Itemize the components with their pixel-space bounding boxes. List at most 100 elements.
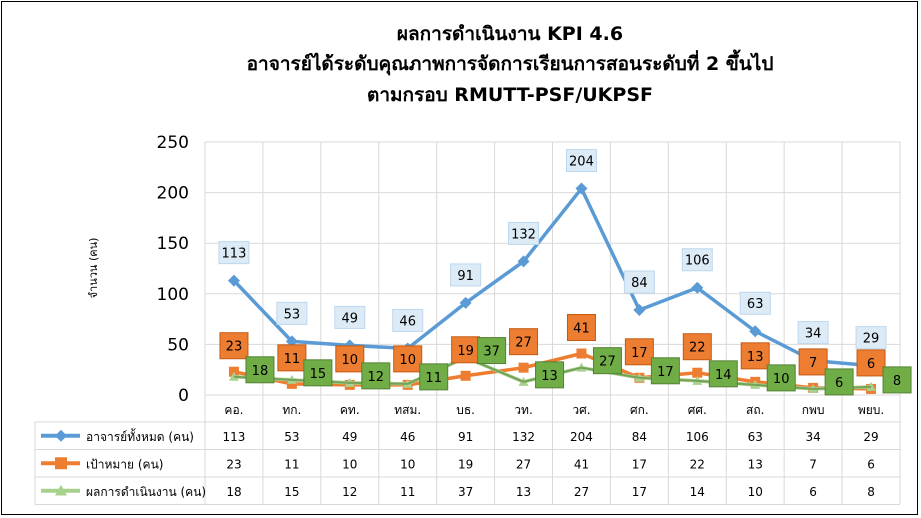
data-point xyxy=(576,348,587,359)
table-cell: 10 xyxy=(748,485,763,499)
data-label-result-box xyxy=(477,337,507,365)
data-label-target-box xyxy=(682,333,712,361)
table-cell: 41 xyxy=(574,457,589,471)
data-point xyxy=(691,281,704,294)
legend-marker xyxy=(55,484,67,496)
y-tick-label: 150 xyxy=(157,234,189,254)
data-point xyxy=(460,370,471,381)
data-label-result-box xyxy=(303,359,333,387)
table-cell: 13 xyxy=(516,485,531,499)
data-label-total: 106 xyxy=(685,254,710,269)
table-cell: 17 xyxy=(632,485,647,499)
data-label-total-box xyxy=(508,221,540,245)
data-label-result: 17 xyxy=(657,365,674,380)
data-label-target: 7 xyxy=(809,356,817,371)
data-label-target: 10 xyxy=(399,353,416,368)
x-tick-label: พยบ. xyxy=(858,403,884,417)
data-label-result: 8 xyxy=(893,374,901,389)
data-label-total-box xyxy=(276,301,308,325)
x-tick-label: ทก. xyxy=(282,403,301,417)
table-cell: 11 xyxy=(284,457,299,471)
x-tick-label: บธ. xyxy=(456,403,475,417)
data-label-target-box xyxy=(393,345,423,373)
chart-title-line-3: ตามกรอบ RMUTT-PSF/UKPSF xyxy=(367,84,653,106)
table-cell: 37 xyxy=(458,485,473,499)
table-cell: 91 xyxy=(458,430,473,444)
data-label-result-box xyxy=(650,357,680,385)
legend-marker xyxy=(55,429,67,442)
data-label-total-box xyxy=(218,241,250,265)
data-label-result-box xyxy=(535,361,565,389)
x-tick-label: คท. xyxy=(340,403,360,417)
series-line xyxy=(233,351,872,391)
data-label-result-box xyxy=(361,362,391,390)
data-label-total: 49 xyxy=(342,311,359,326)
data-point xyxy=(228,371,239,381)
data-label-target-box xyxy=(566,314,596,342)
data-label-result-box xyxy=(245,356,275,384)
data-label-result-box xyxy=(824,368,854,396)
table-cell: 17 xyxy=(632,457,647,471)
data-label-result-box xyxy=(592,347,622,375)
x-tick-label: ศศ. xyxy=(688,403,707,417)
data-label-total: 63 xyxy=(747,297,764,312)
legend-label: เป้าหมาย (คน) xyxy=(86,457,163,471)
data-point xyxy=(459,296,472,309)
data-label-result-box xyxy=(708,360,738,388)
table-cell: 49 xyxy=(342,430,357,444)
table-cell: 132 xyxy=(512,430,535,444)
data-point xyxy=(227,274,240,287)
data-label-total-box xyxy=(450,263,482,287)
data-label-target: 11 xyxy=(284,352,301,367)
data-label-target: 22 xyxy=(689,341,706,356)
data-label-total: 132 xyxy=(511,227,536,242)
data-label-result: 10 xyxy=(773,372,790,387)
data-label-target: 6 xyxy=(867,357,875,372)
table-cell: 34 xyxy=(805,430,820,444)
data-label-target-box xyxy=(277,344,307,372)
data-label-target-box xyxy=(509,328,539,356)
data-label-total: 91 xyxy=(457,269,474,284)
data-label-total: 84 xyxy=(631,276,648,291)
data-label-total: 46 xyxy=(399,314,416,329)
legend-label: อาจารย์ทั้งหมด (คน) xyxy=(86,428,194,444)
data-label-total-box xyxy=(392,308,424,332)
table-cell: 11 xyxy=(400,485,415,499)
table-cell: 106 xyxy=(686,430,709,444)
data-label-target: 10 xyxy=(342,353,359,368)
table-cell: 15 xyxy=(284,485,299,499)
table-cell: 53 xyxy=(284,430,299,444)
data-point xyxy=(286,378,297,389)
table-cell: 8 xyxy=(867,485,875,499)
table-cell: 19 xyxy=(458,457,473,471)
table-cell: 18 xyxy=(226,485,241,499)
y-tick-label: 50 xyxy=(167,335,189,355)
data-label-total-box xyxy=(334,305,366,329)
data-label-result: 37 xyxy=(483,345,500,360)
legend-marker xyxy=(55,457,67,470)
data-label-target-box xyxy=(740,342,770,370)
table-cell: 29 xyxy=(863,430,878,444)
data-point xyxy=(285,335,298,348)
data-label-total-box xyxy=(797,321,829,345)
data-label-total-box xyxy=(739,291,771,315)
y-axis-label: จำนวน (คน) xyxy=(87,238,100,299)
table-cell: 13 xyxy=(748,457,763,471)
table-cell: 10 xyxy=(342,457,357,471)
data-point xyxy=(749,325,762,338)
data-label-target-box xyxy=(798,348,828,376)
data-label-target-box xyxy=(451,336,481,364)
data-label-total: 34 xyxy=(805,327,822,342)
x-tick-label: กพบ xyxy=(802,403,825,417)
x-tick-label: ทสม. xyxy=(394,403,421,417)
data-label-target: 23 xyxy=(226,340,243,355)
data-label-total: 113 xyxy=(222,247,247,262)
y-tick-label: 100 xyxy=(157,285,189,305)
legend-label: ผลการดำเนินงาน (คน) xyxy=(86,485,206,499)
data-label-target: 17 xyxy=(631,346,648,361)
data-label-result: 18 xyxy=(252,364,269,379)
data-label-result: 6 xyxy=(835,376,843,391)
table-cell: 204 xyxy=(570,430,593,444)
